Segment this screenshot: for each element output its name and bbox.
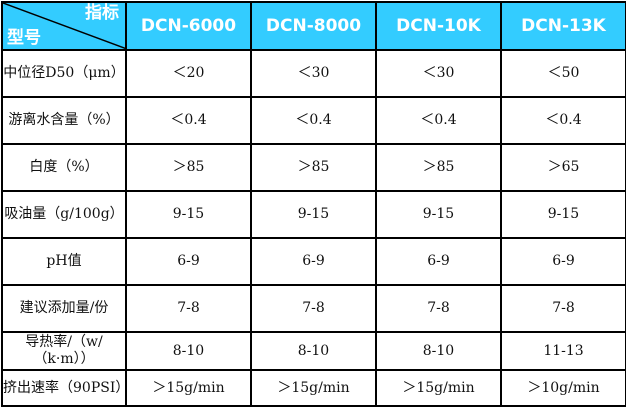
value-cell: 8-10	[125, 331, 252, 371]
value-cell: 7-8	[125, 284, 252, 333]
value-cell: ＞15g/min	[375, 369, 502, 407]
table-row: 导热率/（w/（k·m）） 8-10 8-10 8-10 11-13	[1, 331, 626, 371]
model-header: DCN-10K	[375, 1, 502, 51]
value-cell: 9-15	[250, 190, 377, 239]
row-label: 白度（%）	[1, 143, 127, 192]
value-cell: 7-8	[250, 284, 377, 333]
value-cell: 6-9	[500, 237, 626, 286]
table-row: pH值 6-9 6-9 6-9 6-9	[1, 237, 626, 286]
value-cell: 8-10	[375, 331, 502, 371]
row-label: 建议添加量/份	[1, 284, 127, 333]
table-row: 吸油量（g/100g） 9-15 9-15 9-15 9-15	[1, 190, 626, 239]
model-header: DCN-13K	[500, 1, 626, 51]
value-cell: 7-8	[500, 284, 626, 333]
corner-bottom-label: 型号	[7, 28, 41, 48]
value-cell: ＞65	[500, 143, 626, 192]
value-cell: 6-9	[125, 237, 252, 286]
row-label: 游离水含量（%）	[1, 96, 127, 145]
spec-table: 指标 型号 DCN-6000 DCN-8000 DCN-10K DCN-13K …	[1, 1, 626, 407]
value-cell: 9-15	[125, 190, 252, 239]
table-row: 中位径D50（μm） ＜20 ＜30 ＜30 ＜50	[1, 49, 626, 98]
model-header: DCN-8000	[250, 1, 377, 51]
value-cell: ＜50	[500, 49, 626, 98]
row-label: 挤出速率（90PSI）	[1, 369, 129, 407]
value-cell: ＞85	[375, 143, 502, 192]
corner-cell: 指标 型号	[1, 1, 127, 51]
table-row: 白度（%） ＞85 ＞85 ＞85 ＞65	[1, 143, 626, 192]
value-cell: 7-8	[375, 284, 502, 333]
value-cell: ＜20	[125, 49, 252, 98]
value-cell: ＞15g/min	[125, 369, 252, 407]
model-header: DCN-6000	[125, 1, 252, 51]
value-cell: 6-9	[250, 237, 377, 286]
value-cell: ＞85	[250, 143, 377, 192]
table-row: 挤出速率（90PSI） ＞15g/min ＞15g/min ＞15g/min ＞10g/…	[1, 369, 626, 407]
row-label: 中位径D50（μm）	[1, 49, 127, 98]
row-label: 吸油量（g/100g）	[1, 190, 127, 239]
value-cell: 9-15	[375, 190, 502, 239]
diagonal-divider	[3, 3, 127, 49]
value-cell: 11-13	[500, 331, 626, 371]
value-cell: 6-9	[375, 237, 502, 286]
value-cell: ＜30	[375, 49, 502, 98]
header-row: 指标 型号 DCN-6000 DCN-8000 DCN-10K DCN-13K	[1, 1, 626, 51]
value-cell: ＜30	[250, 49, 377, 98]
value-cell: ＜0.4	[125, 96, 252, 145]
value-cell: 8-10	[250, 331, 377, 371]
value-cell: ＞10g/min	[500, 369, 626, 407]
row-label: pH值	[1, 237, 127, 286]
value-cell: ＞15g/min	[250, 369, 377, 407]
table-row: 游离水含量（%） ＜0.4 ＜0.4 ＜0.4 ＜0.4	[1, 96, 626, 145]
value-cell: ＜0.4	[500, 96, 626, 145]
value-cell: 9-15	[500, 190, 626, 239]
table-row: 建议添加量/份 7-8 7-8 7-8 7-8	[1, 284, 626, 333]
corner-top-label: 指标	[85, 3, 119, 23]
row-label: 导热率/（w/（k·m））	[1, 331, 127, 371]
value-cell: ＜0.4	[250, 96, 377, 145]
value-cell: ＜0.4	[375, 96, 502, 145]
value-cell: ＞85	[125, 143, 252, 192]
